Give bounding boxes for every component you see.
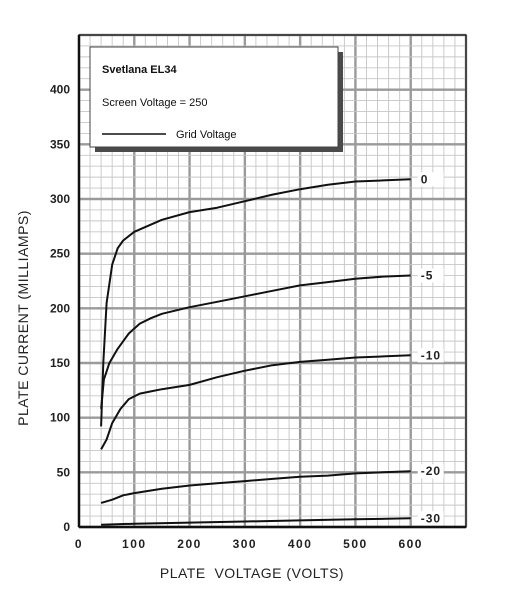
y-tick-label: 50 — [57, 465, 71, 479]
curve-label--30: -30 — [421, 511, 441, 525]
x-tick-label: 100 — [122, 537, 147, 551]
x-tick-label: 200 — [177, 537, 202, 551]
y-axis-title: PLATE CURRENT (MILLIAMPS) — [15, 210, 31, 426]
x-tick-label: 500 — [343, 537, 368, 551]
y-tick-label: 100 — [50, 411, 70, 425]
curve-grid--20 — [100, 470, 411, 504]
curve-label-0: 0 — [421, 172, 429, 186]
legend-background — [89, 46, 339, 148]
curve-label-backdrop — [417, 348, 444, 363]
y-tick-label: 400 — [50, 83, 70, 97]
legend-box: Svetlana EL34 Screen Voltage = 250 Grid … — [89, 46, 343, 152]
curve-label--5: -5 — [421, 269, 434, 283]
tick-labels: 0 50 100 150 200 250 300 350 400 0 100 200 300 400 500… — [50, 83, 423, 551]
x-tick-label: 300 — [233, 537, 258, 551]
y-tick-label: 150 — [50, 356, 70, 370]
legend-title: Svetlana EL34 — [102, 64, 177, 76]
curve-grid--30 — [101, 517, 411, 526]
x-tick-label: 0 — [75, 537, 83, 551]
curve-grid--5 — [100, 274, 411, 409]
curve-label-backdrop — [417, 172, 444, 187]
curve-label-backdrop — [417, 268, 444, 283]
curve-label-backdrop — [417, 511, 444, 526]
y-tick-label: 300 — [50, 192, 70, 206]
curve-label-backdrop — [417, 464, 444, 479]
curve-label--20: -20 — [421, 464, 441, 478]
y-tick-label: 200 — [50, 301, 70, 315]
plot-frame — [77, 34, 467, 529]
y-tick-label: 350 — [50, 137, 70, 151]
y-tick-label: 250 — [50, 247, 70, 261]
y-tick-label: 0 — [63, 520, 70, 534]
x-axis-title: PLATE VOLTAGE (VOLTS) — [160, 565, 344, 581]
curve-labels: 0 -5 -10 -20 -30 — [417, 172, 444, 526]
curves — [100, 178, 411, 526]
legend-entry: Grid Voltage — [176, 129, 237, 141]
curve-grid-0 — [100, 178, 411, 427]
curve-label--10: -10 — [421, 348, 441, 362]
x-tick-label: 600 — [398, 537, 423, 551]
curve-grid--10 — [100, 354, 411, 450]
x-tick-label: 400 — [288, 537, 313, 551]
legend-subtitle: Screen Voltage = 250 — [102, 97, 208, 109]
